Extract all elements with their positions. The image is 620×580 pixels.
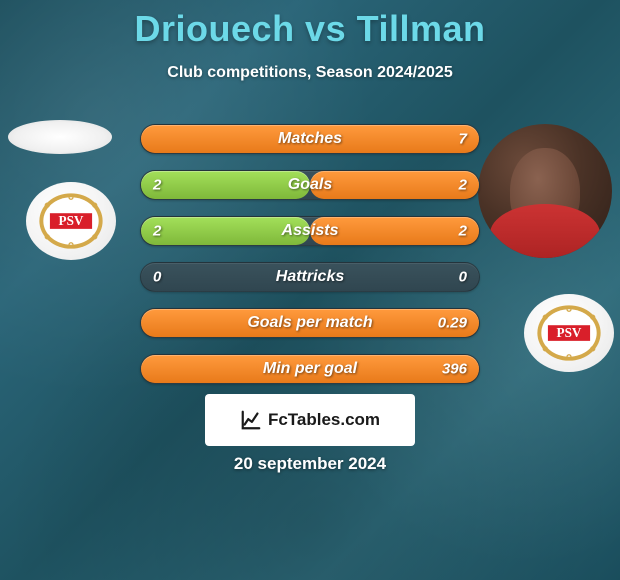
stat-label: Hattricks: [276, 268, 344, 286]
stat-label: Matches: [278, 130, 342, 148]
stat-value-right: 2: [459, 223, 467, 240]
stat-label: Goals: [288, 176, 332, 194]
stat-row: 2 2 Assists: [140, 216, 480, 246]
chart-icon: [240, 409, 262, 431]
stat-row: 7 Matches: [140, 124, 480, 154]
stat-value-right: 7: [459, 131, 467, 148]
stat-row: 2 2 Goals: [140, 170, 480, 200]
stat-label: Assists: [282, 222, 339, 240]
player-left-avatar: [8, 120, 112, 154]
stat-row: 0.29 Goals per match: [140, 308, 480, 338]
psv-logo-icon: PSV: [536, 304, 602, 362]
stat-fill-left: [141, 171, 310, 199]
stat-label: Goals per match: [247, 314, 372, 332]
stat-label: Min per goal: [263, 360, 357, 378]
svg-text:PSV: PSV: [59, 213, 84, 228]
stat-row: 0 0 Hattricks: [140, 262, 480, 292]
stat-value-right: 2: [459, 177, 467, 194]
stat-value-left: 0: [153, 269, 161, 286]
stat-value-right: 0: [459, 269, 467, 286]
stat-row: 396 Min per goal: [140, 354, 480, 384]
player-right-avatar: [478, 124, 612, 258]
stat-value-right: 396: [442, 361, 467, 378]
stat-value-right: 0.29: [438, 315, 467, 332]
date-text: 20 september 2024: [234, 454, 386, 474]
subtitle: Club competitions, Season 2024/2025: [0, 64, 620, 82]
stat-value-left: 2: [153, 177, 161, 194]
page-title: Driouech vs Tillman: [0, 8, 620, 50]
stats-container: 7 Matches 2 2 Goals 2 2 Assists 0 0 Hattricks 0.29 G…: [140, 124, 480, 400]
footer-brand-text: FcTables.com: [268, 410, 380, 430]
stat-value-left: 2: [153, 223, 161, 240]
club-badge-right: PSV: [524, 294, 614, 372]
psv-logo-icon: PSV: [38, 192, 104, 250]
club-badge-left: PSV: [26, 182, 116, 260]
svg-text:PSV: PSV: [557, 325, 582, 340]
stat-fill-right: [310, 171, 479, 199]
footer-brand-box: FcTables.com: [205, 394, 415, 446]
